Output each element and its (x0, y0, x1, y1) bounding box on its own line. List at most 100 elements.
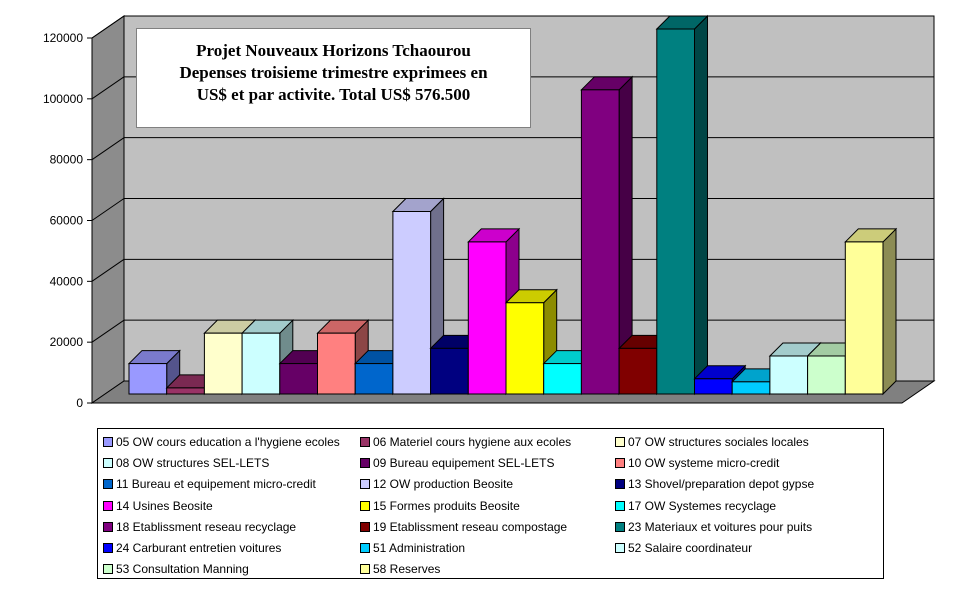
legend-item: 51 Administration (360, 538, 465, 558)
chart-title-line-3: US$ et par activite. Total US$ 576.500 (196, 85, 471, 104)
legend-item: 09 Bureau equipement SEL-LETS (360, 453, 554, 473)
legend-label: 51 Administration (373, 541, 466, 555)
bar (127, 349, 181, 396)
legend-item: 14 Usines Beosite (103, 496, 213, 516)
legend-swatch (103, 521, 113, 532)
gridline-side (91, 76, 125, 100)
legend-label: 05 OW cours education a l'hygiene ecoles (116, 435, 340, 449)
bar-front (807, 355, 846, 395)
legend-item: 05 OW cours education a l'hygiene ecoles (103, 432, 340, 452)
legend-item: 10 OW systeme micro-credit (615, 453, 779, 473)
legend-swatch (103, 543, 113, 553)
legend-swatch (615, 521, 625, 532)
bar-front (430, 347, 469, 395)
bar-front (166, 387, 205, 395)
bar-front (844, 241, 884, 395)
legend-label: 24 Carburant entretien voitures (116, 541, 282, 555)
bar-front (279, 363, 318, 395)
bar-front (241, 332, 281, 395)
bar-front (656, 28, 695, 395)
legend-item: 15 Formes produits Beosite (360, 496, 520, 516)
chart-legend: 05 OW cours education a l'hygiene ecoles… (97, 428, 884, 579)
legend-item: 18 Etablissment reseau recyclage (103, 517, 296, 537)
legend-swatch (615, 437, 625, 447)
legend-label: 11 Bureau et equipement micro-credit (116, 477, 316, 492)
legend-label: 12 OW production Beosite (373, 477, 514, 492)
gridline-side (91, 15, 125, 39)
legend-swatch (615, 479, 625, 490)
bar (655, 14, 709, 396)
chart-title: Projet Nouveaux Horizons Tchaourou Depen… (136, 28, 531, 128)
legend-label: 53 Consultation Manning (116, 562, 249, 577)
y-tick-label: 100000 (43, 92, 83, 106)
legend-swatch (615, 500, 625, 511)
legend-label: 52 Salaire coordinateur (628, 541, 753, 555)
bar (844, 227, 898, 396)
y-tick-label: 80000 (50, 153, 84, 167)
y-tick-label: 60000 (50, 214, 84, 228)
legend-item: 06 Materiel cours hygiene aux ecoles (360, 432, 571, 452)
legend-swatch (615, 543, 625, 553)
legend-label: 07 OW structures sociales locales (628, 435, 809, 449)
legend-swatch (360, 437, 370, 447)
bar-front (128, 363, 168, 395)
legend-item: 58 Reserves (360, 559, 440, 579)
gridline-side (91, 137, 125, 161)
legend-label: 15 Formes produits Beosite (373, 498, 520, 513)
legend-label: 13 Shovel/preparation depot gypse (628, 477, 815, 492)
legend-swatch (360, 479, 370, 490)
legend-swatch (360, 458, 370, 469)
bar-front (694, 378, 733, 395)
legend-item: 08 OW structures SEL-LETS (103, 453, 269, 473)
legend-item: 19 Etablissment reseau compostage (360, 517, 567, 537)
bar-side (694, 14, 708, 396)
legend-swatch (103, 500, 113, 511)
legend-item: 23 Materiaux et voitures pour puits (615, 517, 812, 537)
bar-front (317, 332, 356, 395)
legend-label: 18 Etablissment reseau recyclage (116, 519, 297, 534)
chart-title-line-1: Projet Nouveaux Horizons Tchaourou (196, 41, 471, 60)
legend-label: 09 Bureau equipement SEL-LETS (373, 456, 555, 471)
legend-swatch (103, 479, 113, 490)
legend-label: 58 Reserves (373, 562, 441, 577)
bar-front (731, 381, 771, 395)
legend-item: 07 OW structures sociales locales (615, 432, 809, 452)
legend-swatch (103, 458, 113, 469)
gridline-side (91, 258, 125, 282)
legend-label: 14 Usines Beosite (116, 498, 213, 513)
legend-swatch (360, 564, 370, 575)
legend-swatch (615, 458, 625, 469)
bar (580, 75, 634, 396)
legend-item: 52 Salaire coordinateur (615, 538, 752, 558)
legend-item: 53 Consultation Manning (103, 559, 249, 579)
legend-label: 10 OW systeme micro-credit (628, 456, 780, 471)
bar-front (580, 89, 620, 395)
legend-swatch (360, 521, 370, 532)
bar-front (467, 241, 507, 395)
legend-swatch (360, 543, 370, 553)
legend-label: 19 Etablissment reseau compostage (373, 519, 568, 534)
legend-item: 11 Bureau et equipement micro-credit (103, 474, 316, 494)
bar-side (882, 227, 897, 396)
y-tick-label: 40000 (50, 274, 84, 288)
y-tick-label: 120000 (43, 31, 83, 45)
chart-area: 0 20000 40000 60000 80000 100000 120000 (43, 14, 936, 410)
legend-item: 24 Carburant entretien voitures (103, 538, 281, 558)
bar-front (769, 355, 809, 395)
y-tick-label: 20000 (50, 335, 84, 349)
bar-front (392, 211, 432, 395)
legend-swatch (103, 437, 113, 447)
bar-front (203, 332, 243, 395)
legend-label: 23 Materiaux et voitures pour puits (628, 519, 813, 534)
legend-swatch (103, 564, 113, 575)
bar-front (354, 363, 394, 395)
legend-label: 08 OW structures SEL-LETS (116, 456, 270, 471)
legend-item: 17 OW Systemes recyclage (615, 496, 776, 516)
legend-item: 12 OW production Beosite (360, 474, 513, 494)
gridline-side (91, 319, 125, 343)
bar-front (618, 347, 658, 395)
chart-title-line-2: Depenses troisieme trimestre exprimees e… (179, 63, 488, 82)
y-tick-label: 0 (76, 396, 83, 410)
legend-label: 06 Materiel cours hygiene aux ecoles (373, 435, 572, 449)
legend-swatch (360, 500, 370, 511)
